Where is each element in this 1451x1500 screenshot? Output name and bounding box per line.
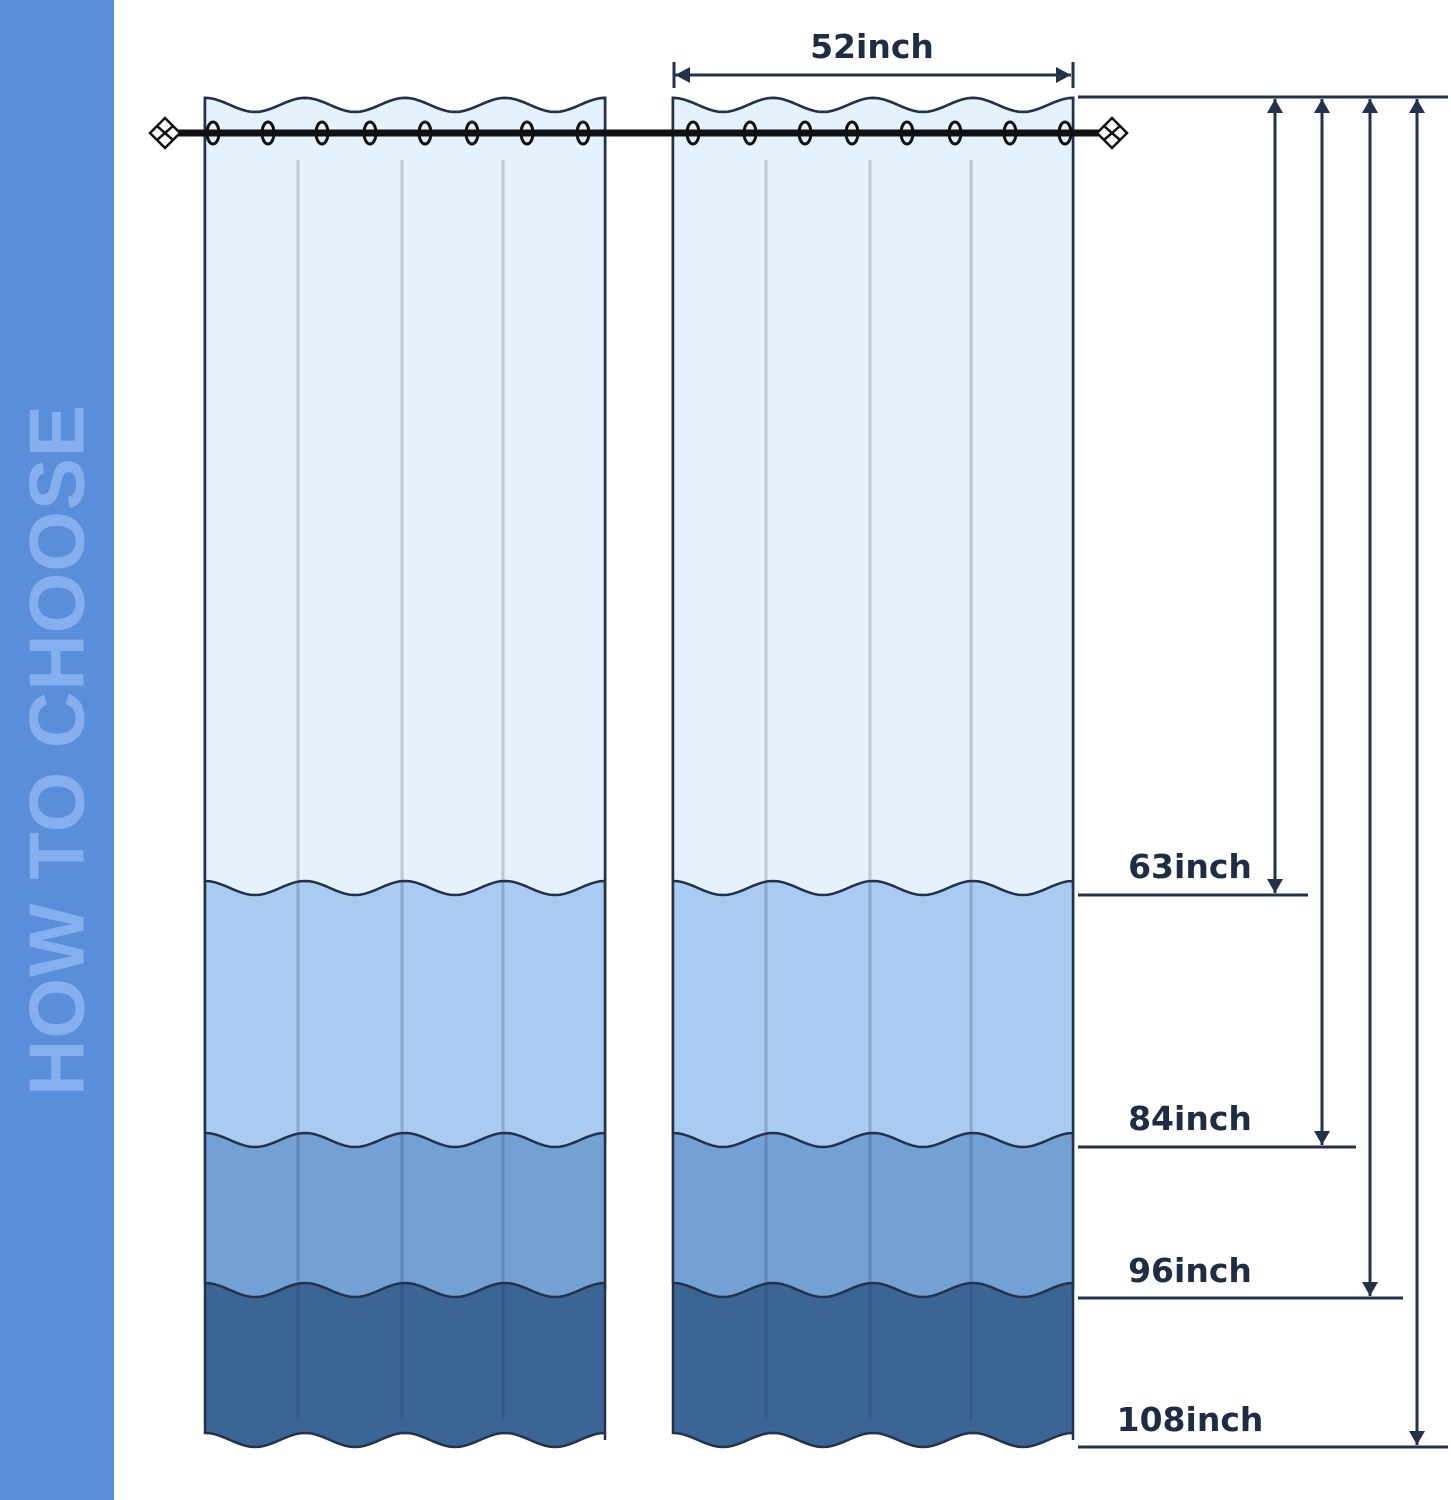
- grommet-ring: [742, 120, 758, 146]
- grommet-ring: [362, 120, 378, 146]
- grommet-ring: [1057, 120, 1073, 146]
- arrow-left-icon: [675, 67, 690, 83]
- grommet-ring: [519, 120, 535, 146]
- grommet-ring: [685, 120, 701, 146]
- finial-right: [1095, 116, 1129, 150]
- grommet-ring: [314, 120, 330, 146]
- curtain-panel-left: [203, 96, 607, 1449]
- grommet-ring: [464, 120, 480, 146]
- arrow-up-icon: [1362, 99, 1378, 113]
- grommet-ring: [844, 120, 860, 146]
- grommet-ring: [797, 120, 813, 146]
- width-label: 52inch: [810, 27, 934, 66]
- grommet-ring: [899, 120, 915, 146]
- arrow-down-icon: [1409, 1431, 1425, 1445]
- length-label-84: 84inch: [1128, 1099, 1252, 1138]
- length-label-108: 108inch: [1117, 1400, 1264, 1439]
- sidebar-banner: HOW TO CHOOSE: [0, 0, 114, 1500]
- arrow-down-icon: [1314, 1131, 1330, 1145]
- grommet-ring: [575, 120, 591, 146]
- arrow-up-icon: [1314, 99, 1330, 113]
- curtain-band-63: [203, 96, 607, 897]
- curtain-panels: [203, 96, 1075, 1449]
- arrow-down-icon: [1362, 1282, 1378, 1296]
- grommet-ring: [947, 120, 963, 146]
- arrow-up-icon: [1267, 99, 1283, 113]
- length-label-96: 96inch: [1128, 1251, 1252, 1290]
- arrow-down-icon: [1267, 879, 1283, 893]
- length-label-63: 63inch: [1128, 847, 1252, 886]
- curtain-panel-right: [671, 96, 1075, 1449]
- dimension-lines: [672, 62, 1448, 1449]
- grommet-ring: [1002, 120, 1018, 146]
- grommet-ring: [260, 120, 276, 146]
- grommet-ring: [417, 120, 433, 146]
- curtain-band-63: [671, 96, 1075, 897]
- finial-left: [148, 116, 182, 150]
- arrow-up-icon: [1409, 99, 1425, 113]
- curtain-rod: [148, 116, 1129, 150]
- grommet-ring: [205, 120, 221, 146]
- arrow-right-icon: [1056, 67, 1071, 83]
